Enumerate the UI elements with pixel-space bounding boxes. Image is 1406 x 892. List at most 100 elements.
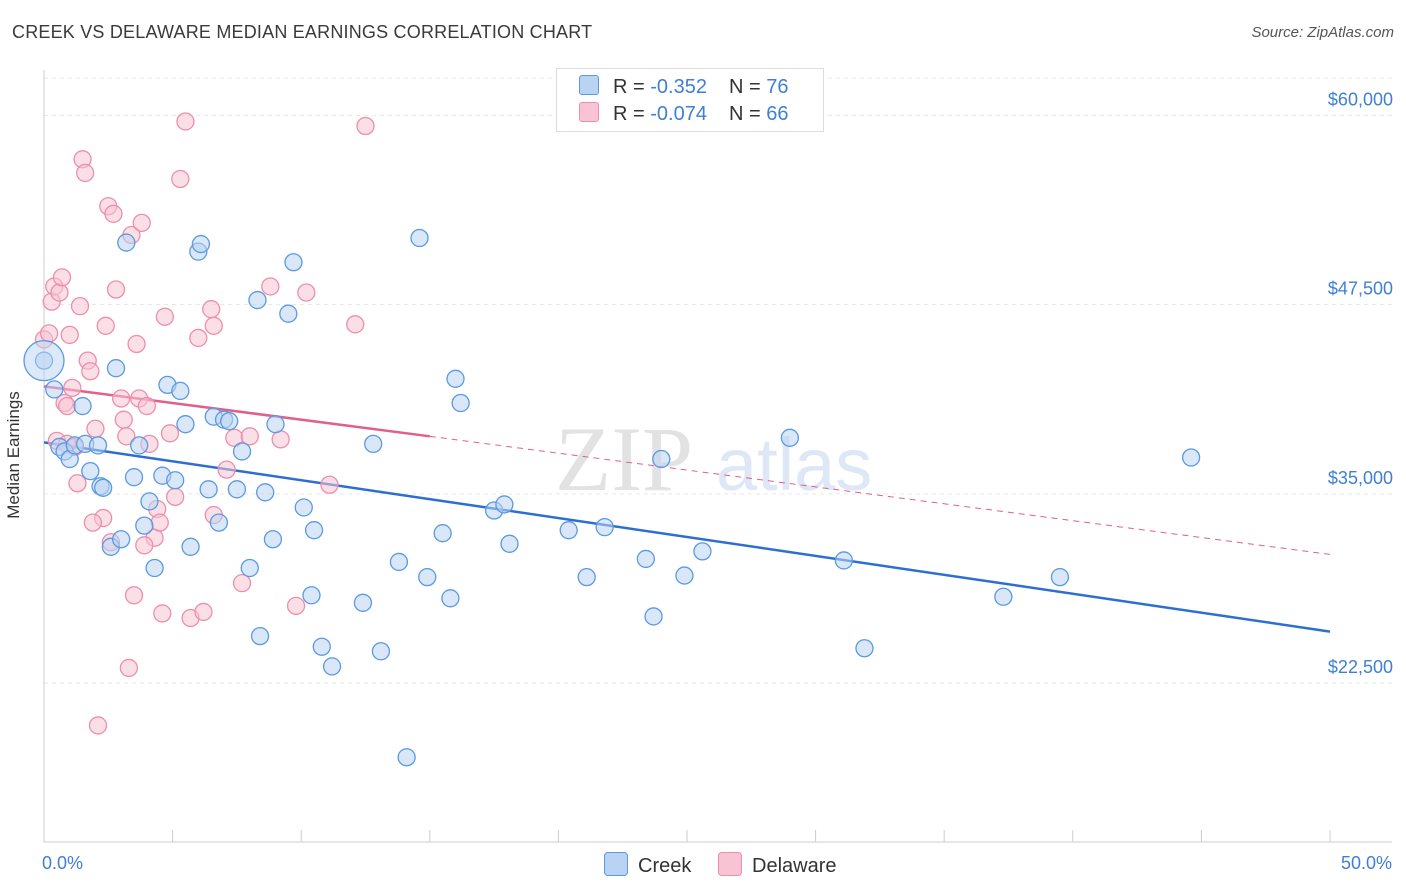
delaware-point bbox=[127, 334, 146, 354]
delaware-point bbox=[202, 300, 221, 319]
creek-point bbox=[312, 637, 331, 656]
creek-point bbox=[644, 607, 663, 626]
creek-point-large bbox=[23, 339, 65, 382]
creek-point bbox=[181, 537, 200, 556]
trendline-delaware-dashed bbox=[429, 435, 1331, 555]
creek-point bbox=[135, 516, 154, 535]
delaware-point bbox=[50, 283, 69, 302]
creek-point bbox=[171, 381, 190, 401]
creek-r-label: R = bbox=[613, 76, 651, 98]
delaware-point bbox=[232, 574, 252, 593]
creek-legend-label: Creek bbox=[638, 855, 692, 877]
creek-point bbox=[199, 480, 218, 499]
delaware-point bbox=[297, 283, 316, 302]
y-tick-label: $35,000 bbox=[1328, 468, 1393, 488]
creek-legend-swatch bbox=[604, 852, 628, 876]
creek-point bbox=[191, 234, 211, 254]
delaware-point bbox=[106, 280, 126, 299]
creek-point bbox=[595, 517, 614, 537]
creek-point bbox=[176, 415, 195, 434]
creek-point bbox=[451, 393, 470, 413]
creek-swatch bbox=[579, 75, 599, 95]
creek-point bbox=[577, 567, 596, 587]
creek-point bbox=[263, 530, 283, 549]
trendline-creek-solid bbox=[43, 441, 1331, 633]
delaware-point bbox=[240, 427, 259, 446]
creek-point bbox=[994, 587, 1013, 606]
legend-row-creek: R = -0.352 N = 76 bbox=[579, 75, 788, 99]
creek-point bbox=[353, 593, 373, 612]
creek-point bbox=[279, 304, 298, 323]
watermark: ZIP atlas bbox=[555, 408, 872, 510]
delaware-legend-swatch bbox=[718, 852, 742, 876]
creek-point bbox=[500, 534, 519, 553]
creek-point bbox=[220, 412, 239, 431]
creek-point bbox=[304, 521, 324, 540]
delaware-n-value: 66 bbox=[766, 103, 789, 125]
x-tick-label-min: 0.0% bbox=[42, 853, 84, 873]
delaware-point bbox=[68, 474, 87, 493]
creek-point bbox=[834, 551, 854, 570]
delaware-point bbox=[217, 460, 236, 479]
delaware-point bbox=[160, 424, 180, 443]
creek-point bbox=[495, 495, 514, 514]
delaware-point bbox=[132, 213, 151, 233]
delaware-point bbox=[135, 536, 154, 555]
creek-point bbox=[636, 549, 655, 569]
delaware-point bbox=[70, 296, 90, 316]
delaware-n-label: N = bbox=[728, 103, 767, 125]
delaware-point bbox=[320, 475, 339, 494]
delaware-point bbox=[204, 316, 223, 335]
creek-point bbox=[227, 480, 247, 499]
delaware-point bbox=[88, 716, 108, 735]
creek-r-value: -0.352 bbox=[650, 76, 707, 98]
creek-point bbox=[240, 558, 259, 578]
creek-point bbox=[94, 478, 113, 497]
legend-row-delaware: R = -0.074 N = 66 bbox=[579, 102, 788, 126]
legend-creek: Creek bbox=[604, 852, 691, 878]
delaware-point bbox=[137, 396, 157, 416]
creek-point bbox=[294, 498, 313, 517]
creek-n-value: 76 bbox=[766, 76, 789, 98]
creek-point bbox=[780, 428, 800, 447]
creek-point bbox=[284, 253, 303, 272]
delaware-point bbox=[114, 410, 133, 429]
creek-point bbox=[1181, 448, 1201, 467]
axes bbox=[43, 70, 1392, 843]
delaware-point bbox=[119, 658, 139, 678]
y-tick-labels: $22,500 $35,000 $47,500 $60,000 bbox=[1328, 89, 1393, 677]
creek-point bbox=[418, 567, 437, 587]
delaware-point bbox=[112, 389, 131, 408]
creek-point bbox=[1050, 567, 1070, 587]
x-tick-label-max: 50.0% bbox=[1340, 853, 1392, 873]
creek-point bbox=[652, 449, 671, 469]
delaware-point bbox=[150, 513, 169, 532]
creek-point bbox=[364, 434, 383, 454]
creek-point bbox=[117, 233, 136, 252]
creek-point bbox=[130, 436, 149, 455]
delaware-point bbox=[261, 277, 280, 296]
delaware-r-label: R = bbox=[613, 103, 651, 125]
stats-legend: R = -0.352 N = 76 R = -0.074 N = 66 bbox=[556, 68, 824, 132]
delaware-point bbox=[86, 419, 105, 438]
delaware-point bbox=[153, 604, 172, 623]
creek-point bbox=[675, 566, 694, 585]
delaware-point bbox=[83, 513, 103, 532]
creek-point bbox=[410, 228, 429, 248]
chart-title: CREEK VS DELAWARE MEDIAN EARNINGS CORREL… bbox=[12, 22, 593, 42]
delaware-point bbox=[104, 204, 123, 223]
creek-points bbox=[23, 228, 1201, 767]
delaware-point bbox=[63, 378, 82, 398]
creek-point bbox=[145, 558, 164, 578]
delaware-point bbox=[52, 268, 72, 287]
creek-point bbox=[45, 380, 64, 399]
creek-point bbox=[250, 626, 270, 646]
gridlines bbox=[44, 77, 1392, 684]
delaware-point bbox=[124, 586, 144, 605]
creek-point bbox=[112, 530, 131, 549]
creek-point bbox=[693, 542, 712, 561]
creek-point bbox=[106, 359, 126, 378]
delaware-point bbox=[356, 116, 375, 136]
trendline-delaware-solid bbox=[43, 385, 430, 438]
